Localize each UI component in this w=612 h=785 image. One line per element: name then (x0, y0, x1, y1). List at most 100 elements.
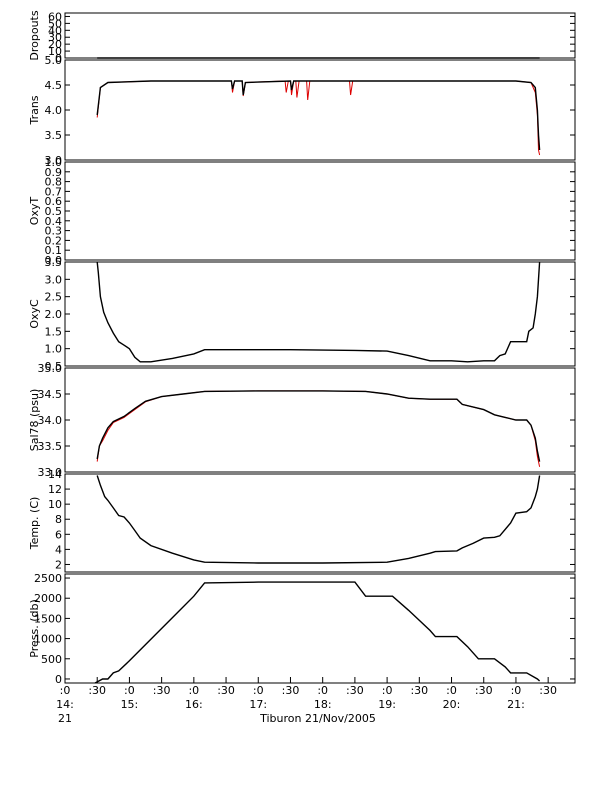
series-line (96, 390, 541, 462)
y-tick-label: 1000 (34, 633, 62, 646)
y-tick-label: 1500 (34, 612, 62, 625)
panel-2: 0.00.10.20.30.40.50.60.70.80.91.0 OxyT (28, 156, 576, 267)
y-tick-label: 30 (48, 31, 62, 44)
y-tick-label: 3.0 (45, 273, 63, 286)
x-tick-label: :0 (317, 684, 328, 697)
y-tick-label: 4.5 (45, 79, 63, 92)
y-tick-label: 1.0 (45, 343, 63, 356)
x-day-label: 21 (58, 712, 72, 725)
y-tick-label: 8 (55, 513, 62, 526)
y-tick-label: 0.1 (45, 244, 63, 257)
x-tick-label: :30 (346, 684, 364, 697)
y-tick-label: 500 (41, 653, 62, 666)
x-tick-label: :30 (410, 684, 428, 697)
y-tick-label: 1.0 (45, 156, 63, 169)
series-line (96, 80, 541, 151)
y-tick-label: 2500 (34, 572, 62, 585)
y-tick-label: 2.0 (45, 308, 63, 321)
x-tick-label: :0 (382, 684, 393, 697)
x-hour-label: 17: (249, 698, 267, 711)
panel-frame (64, 59, 576, 161)
y-tick-label: 10 (48, 45, 62, 58)
x-hour-label: 20: (443, 698, 461, 711)
y-tick-label: 3.5 (45, 129, 63, 142)
panel-4: 33.0 33.5 34.0 34.5 35.0 Sal78 (psu) (28, 362, 576, 479)
y-tick-label: 5.0 (45, 54, 63, 67)
x-tick-label: :30 (539, 684, 557, 697)
y-tick-label: 12 (48, 483, 62, 496)
y-tick-label: 0.0 (45, 254, 63, 267)
series-line (96, 261, 541, 363)
y-tick-label: 34.5 (38, 388, 63, 401)
y-tick-label: 0 (55, 52, 62, 65)
y-tick-label: 2 (55, 558, 62, 571)
panel-6: 0 500 1000 1500 2000 2500 Press. (db) (28, 572, 576, 686)
y-tick-label: 60 (48, 10, 62, 23)
y-tick-label: 3.5 (45, 256, 63, 269)
y-tick-label: 0.2 (45, 234, 63, 247)
y-tick-label: 10 (48, 498, 62, 511)
y-axis-label: Temp. (C) (28, 497, 41, 551)
y-tick-label: 0.8 (45, 176, 63, 189)
panel-1: 3.0 3.5 4.0 4.5 5.0 Trans (28, 54, 576, 167)
x-tick-label: :30 (153, 684, 171, 697)
x-hour-label: 16: (185, 698, 203, 711)
series-line (94, 581, 541, 684)
y-tick-label: 33.5 (38, 440, 63, 453)
y-axis-label: Dropouts (28, 10, 41, 60)
y-tick-label: 0.6 (45, 195, 63, 208)
y-tick-label: 33.0 (38, 466, 63, 479)
y-tick-label: 6 (55, 528, 62, 541)
panel-frame (64, 573, 576, 684)
y-tick-label: 0.5 (45, 205, 63, 218)
y-axis-label: Sal78 (psu) (28, 389, 41, 452)
y-axis-label: OxyC (28, 299, 41, 329)
y-tick-label: 40 (48, 24, 62, 37)
x-tick-label: :0 (60, 684, 71, 697)
x-tick-label: :0 (253, 684, 264, 697)
y-tick-label: 20 (48, 38, 62, 51)
series-line (96, 475, 541, 564)
y-tick-label: 2000 (34, 592, 62, 605)
panel-frame (64, 367, 576, 473)
x-hour-label: 19: (378, 698, 396, 711)
x-tick-label: :30 (475, 684, 493, 697)
panel-frame (64, 161, 576, 261)
chart-panels: 0102030405060Dropouts3.03.54.04.55.0Tran… (28, 10, 576, 686)
time-axis: :014:21:30:015::30:016::30:017::30:018::… (56, 677, 557, 725)
y-tick-label: 0 (55, 673, 62, 686)
chart-caption: Tiburon 21/Nov/2005 (259, 712, 376, 725)
y-tick-label: 2.5 (45, 291, 63, 304)
x-hour-label: 14: (56, 698, 74, 711)
x-hour-label: 15: (121, 698, 139, 711)
panel-5: 2 4 6 8 10 12 14 Temp. (C) (28, 468, 576, 573)
y-tick-label: 0.7 (45, 185, 63, 198)
y-tick-label: 0.5 (45, 360, 63, 373)
x-tick-label: :0 (511, 684, 522, 697)
series-line (96, 390, 541, 467)
y-tick-label: 4.0 (45, 104, 63, 117)
series-line (96, 80, 541, 156)
x-tick-label: :30 (282, 684, 300, 697)
x-tick-label: :30 (217, 684, 235, 697)
x-tick-label: :30 (88, 684, 106, 697)
y-axis-label: Press. (db) (28, 599, 41, 658)
y-tick-label: 34.0 (38, 414, 63, 427)
x-hour-label: 21: (507, 698, 525, 711)
x-hour-label: 18: (314, 698, 332, 711)
y-tick-label: 3.0 (45, 154, 63, 167)
y-tick-label: 50 (48, 17, 62, 30)
y-tick-label: 35.0 (38, 362, 63, 375)
x-tick-label: :0 (124, 684, 135, 697)
x-tick-label: :0 (446, 684, 457, 697)
x-tick-label: :0 (188, 684, 199, 697)
y-tick-label: 0.3 (45, 225, 63, 238)
y-axis-label: Trans (28, 95, 41, 125)
panel-frame (64, 12, 576, 59)
y-tick-label: 4 (55, 543, 62, 556)
y-tick-label: 0.9 (45, 166, 63, 179)
panel-frame (64, 473, 576, 573)
y-tick-label: 0.4 (45, 215, 63, 228)
y-axis-label: OxyT (28, 197, 41, 226)
